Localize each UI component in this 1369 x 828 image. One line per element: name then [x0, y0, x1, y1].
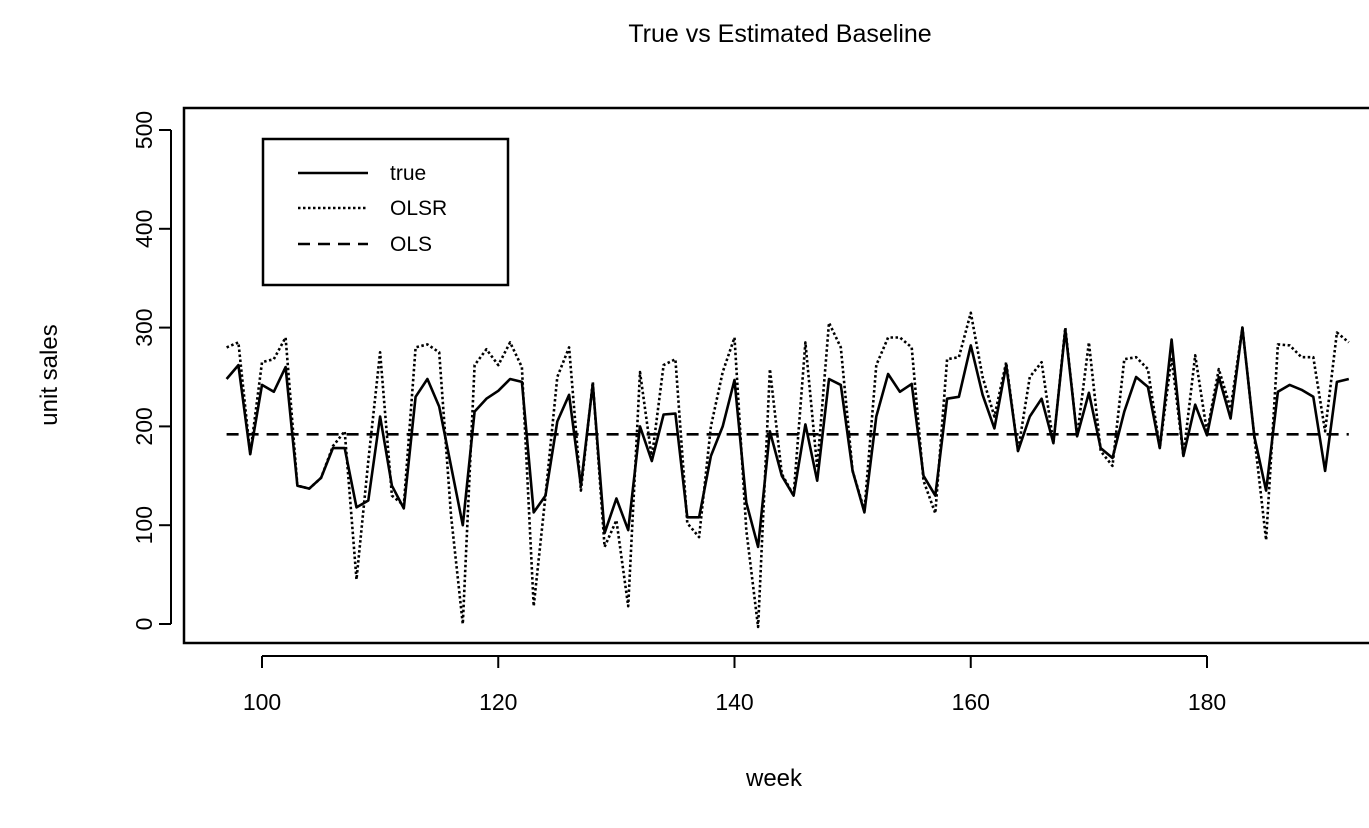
x-tick-label: 160 — [952, 689, 990, 715]
x-tick-label: 120 — [479, 689, 517, 715]
series-line-olsr — [226, 311, 1350, 629]
y-axis: 0 100 200 300 400 500 — [131, 111, 172, 631]
plot-frame — [182, 106, 1369, 645]
series-line-true — [225, 326, 1350, 549]
x-tick-label: 140 — [715, 689, 753, 715]
series-layer — [225, 311, 1350, 629]
y-tick-label: 400 — [131, 210, 157, 248]
legend: true OLSR OLS — [261, 137, 510, 287]
legend-label-true: true — [390, 162, 426, 185]
x-axis-label: week — [745, 765, 803, 792]
chart-title: True vs Estimated Baseline — [628, 20, 931, 48]
y-tick-label: 500 — [131, 111, 157, 149]
y-axis-label: unit sales — [36, 324, 63, 425]
legend-label-olsr: OLSR — [390, 197, 447, 220]
y-tick-label: 100 — [131, 506, 157, 544]
legend-box — [261, 137, 510, 287]
x-tick-label: 180 — [1188, 689, 1226, 715]
y-tick-label: 0 — [131, 618, 157, 631]
y-tick-label: 200 — [131, 407, 157, 445]
legend-label-ols: OLS — [390, 233, 432, 256]
y-tick-label: 300 — [131, 308, 157, 346]
x-tick-label: 100 — [243, 689, 281, 715]
x-axis: 100 120 140 160 180 — [243, 655, 1226, 715]
